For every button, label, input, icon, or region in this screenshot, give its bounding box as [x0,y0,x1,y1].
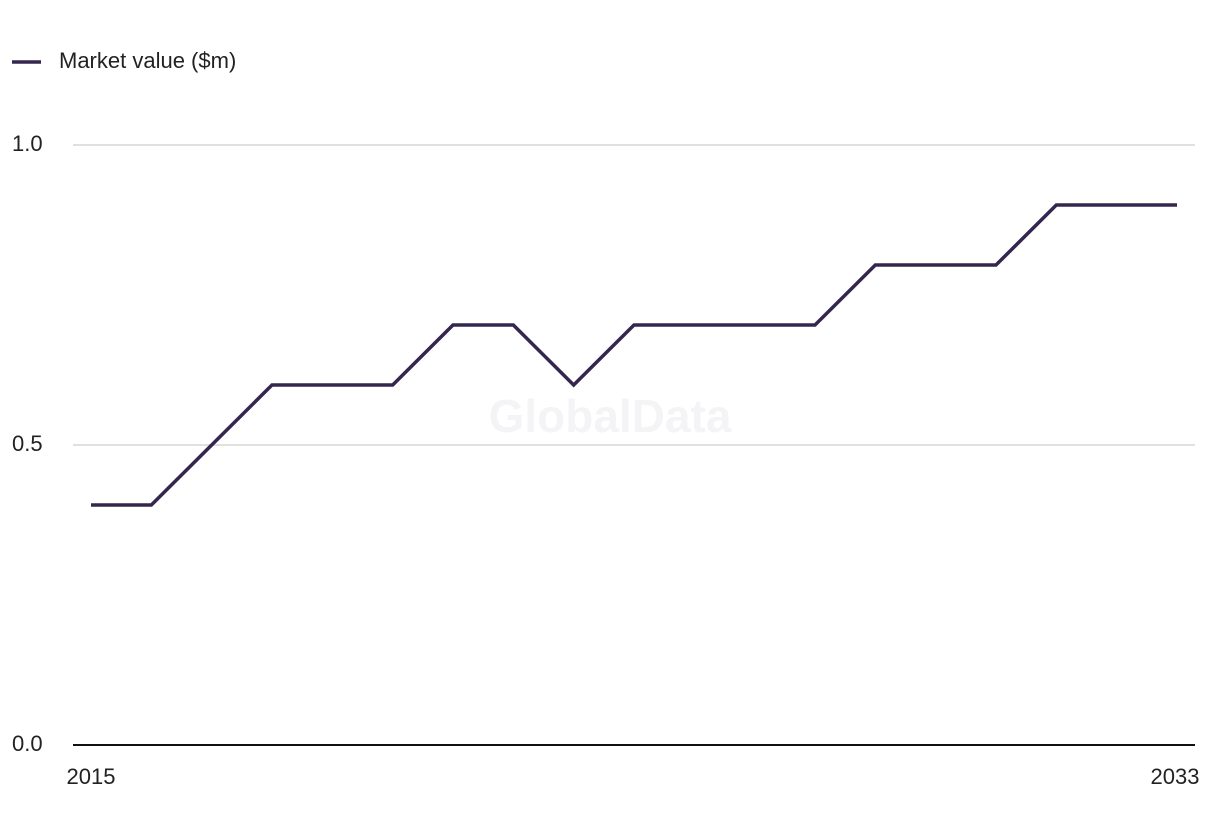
y-tick-label: 0.5 [12,431,43,456]
legend-label: Market value ($m) [59,48,236,73]
watermark: GlobalData [489,390,732,442]
data-line [91,203,1177,507]
x-tick-label: 2033 [1151,764,1200,789]
y-tick-label: 1.0 [12,131,43,156]
y-tick-label: 0.0 [12,731,43,756]
x-tick-label: 2015 [67,764,116,789]
